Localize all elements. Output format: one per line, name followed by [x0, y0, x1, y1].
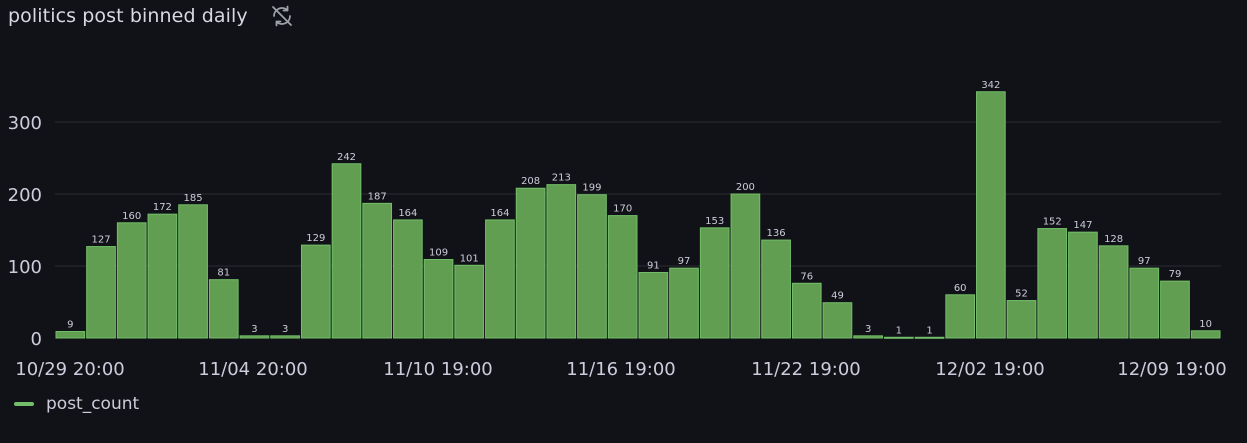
- bar-value-label: 200: [736, 182, 755, 193]
- bar-value-label: 172: [153, 202, 172, 213]
- bar: [914, 336, 945, 339]
- bar-value-label: 213: [552, 173, 571, 184]
- bar-value-label: 79: [1169, 269, 1182, 280]
- x-tick-label: 10/29 20:00: [15, 359, 124, 380]
- bar-value-label: 185: [184, 193, 203, 204]
- bar-value-label: 1: [926, 325, 932, 336]
- bar-value-label: 199: [582, 183, 601, 194]
- bar: [116, 222, 147, 339]
- legend-label[interactable]: post_count: [46, 394, 140, 414]
- bar: [1160, 280, 1190, 339]
- x-tick-label: 11/04 20:00: [198, 359, 307, 380]
- y-tick-label: 200: [8, 185, 42, 206]
- bar-value-label: 242: [337, 152, 356, 163]
- bar: [577, 194, 607, 339]
- bar: [853, 335, 883, 339]
- bar-value-label: 1: [896, 325, 902, 336]
- bar-value-label: 97: [678, 256, 691, 267]
- bar: [393, 219, 423, 339]
- legend[interactable]: post_count: [14, 394, 139, 414]
- y-tick-label: 300: [8, 113, 42, 134]
- y-tick-label: 0: [31, 329, 42, 350]
- sync-off-icon[interactable]: [270, 4, 294, 28]
- bar-value-label: 208: [521, 176, 540, 187]
- x-tick-label: 12/09 19:00: [1117, 359, 1226, 380]
- legend-swatch: [14, 402, 34, 406]
- bar-value-label: 76: [800, 271, 813, 282]
- bar-value-label: 52: [1015, 289, 1028, 300]
- bar: [546, 184, 577, 339]
- bar-value-label: 101: [460, 253, 479, 264]
- bar: [669, 267, 699, 339]
- bar-value-label: 109: [429, 248, 448, 259]
- x-tick-label: 11/16 19:00: [566, 359, 675, 380]
- bar-value-label: 9: [67, 320, 73, 331]
- bar-value-label: 49: [831, 291, 844, 302]
- bar: [607, 215, 638, 339]
- bar-value-label: 129: [306, 233, 325, 244]
- x-tick-label: 11/22 19:00: [751, 359, 860, 380]
- bar: [976, 91, 1006, 339]
- bar: [515, 187, 546, 339]
- bar-value-label: 10: [1199, 319, 1212, 330]
- bar: [1068, 231, 1098, 339]
- bar-value-label: 170: [613, 204, 632, 215]
- bar-value-label: 136: [767, 228, 786, 239]
- x-tick-label: 12/02 19:00: [935, 359, 1044, 380]
- bar: [300, 244, 331, 339]
- bar: [791, 282, 822, 339]
- bar: [1098, 245, 1129, 339]
- bar: [423, 259, 454, 339]
- bar: [822, 302, 853, 339]
- bar-value-label: 152: [1043, 217, 1062, 228]
- bar: [1129, 267, 1160, 339]
- bar: [485, 219, 515, 339]
- bar: [761, 239, 791, 339]
- x-tick-label: 11/10 19:00: [383, 359, 492, 380]
- bar-value-label: 81: [217, 268, 230, 279]
- bar-value-label: 127: [91, 235, 110, 246]
- bar-value-label: 60: [954, 283, 967, 294]
- bar-value-label: 164: [490, 208, 509, 219]
- bar: [178, 204, 208, 339]
- bar-value-label: 342: [981, 80, 1000, 91]
- bar-value-label: 3: [251, 324, 257, 335]
- bar-value-label: 97: [1138, 256, 1151, 267]
- bar: [1190, 330, 1221, 339]
- bar: [86, 246, 116, 339]
- bar: [638, 271, 669, 339]
- bar: [331, 163, 362, 339]
- bar-value-label: 3: [865, 324, 871, 335]
- bar: [208, 279, 239, 339]
- bar-value-label: 128: [1104, 234, 1123, 245]
- bar: [362, 202, 393, 339]
- bar: [239, 335, 270, 339]
- bar: [883, 336, 914, 339]
- bar-value-label: 3: [282, 324, 288, 335]
- bar-value-label: 187: [368, 191, 387, 202]
- bar: [55, 331, 86, 339]
- bar-value-label: 147: [1073, 220, 1092, 231]
- bar: [945, 294, 976, 339]
- bar-value-label: 164: [398, 208, 417, 219]
- bar: [270, 335, 300, 339]
- bar: [699, 227, 730, 339]
- bar: [1006, 300, 1037, 339]
- bar-value-label: 91: [647, 260, 660, 271]
- panel-header: politics post binned daily: [8, 2, 294, 30]
- bar: [730, 193, 761, 339]
- bar-value-label: 160: [122, 211, 141, 222]
- bar: [1037, 228, 1068, 339]
- bar: [147, 213, 178, 339]
- bar: [454, 264, 485, 339]
- y-tick-label: 100: [8, 257, 42, 278]
- panel-title: politics post binned daily: [8, 5, 248, 27]
- bar-value-label: 153: [705, 216, 724, 227]
